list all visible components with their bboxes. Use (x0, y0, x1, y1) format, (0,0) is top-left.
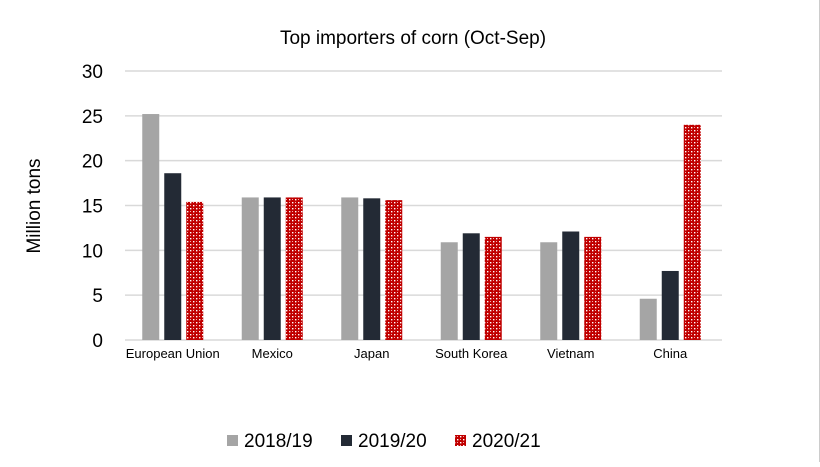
y-tick-label: 25 (82, 107, 103, 128)
legend-swatch (455, 435, 466, 446)
y-tick-label: 10 (82, 241, 103, 262)
x-tick-label: Vietnam (547, 346, 594, 361)
legend-swatch (341, 435, 352, 446)
bar-2018-19-china (639, 298, 657, 340)
bar-2018-19-japan (341, 197, 359, 340)
x-tick-label: China (653, 346, 688, 361)
x-tick-label: South Korea (435, 346, 508, 361)
bar-2019-20-mexico (263, 197, 281, 340)
y-tick-label: 15 (82, 197, 103, 218)
x-tick-label: European Union (126, 346, 220, 361)
y-tick-label: 30 (82, 62, 103, 83)
bar-2020-21-south-korea (484, 236, 502, 340)
legend-label: 2018/19 (244, 431, 313, 452)
bar-2018-19-european-union (142, 114, 160, 340)
bar-2020-21-vietnam (584, 236, 602, 340)
bar-2020-21-china (683, 124, 701, 340)
bar-2020-21-mexico (285, 197, 303, 340)
y-axis-label: Million tons (24, 158, 45, 253)
y-tick-label: 0 (92, 331, 103, 352)
bar-2019-20-european-union (164, 173, 182, 340)
bar-2018-19-south-korea (440, 242, 458, 340)
y-tick-label: 5 (92, 286, 103, 307)
bar-2020-21-european-union (186, 201, 204, 340)
bar-2019-20-china (661, 270, 679, 340)
bar-2018-19-vietnam (540, 242, 558, 340)
bar-2019-20-south-korea (462, 233, 480, 340)
bar-2019-20-japan (363, 198, 381, 340)
y-tick-label: 20 (82, 152, 103, 173)
chart-title: Top importers of corn (Oct-Sep) (280, 28, 546, 49)
bar-2019-20-vietnam (562, 231, 580, 340)
legend-label: 2020/21 (472, 431, 541, 452)
x-tick-label: Japan (354, 346, 389, 361)
bar-2020-21-japan (385, 200, 403, 340)
legend-label: 2019/20 (358, 431, 427, 452)
x-tick-label: Mexico (252, 346, 293, 361)
legend-swatch (227, 435, 238, 446)
bar-2018-19-mexico (241, 197, 259, 340)
